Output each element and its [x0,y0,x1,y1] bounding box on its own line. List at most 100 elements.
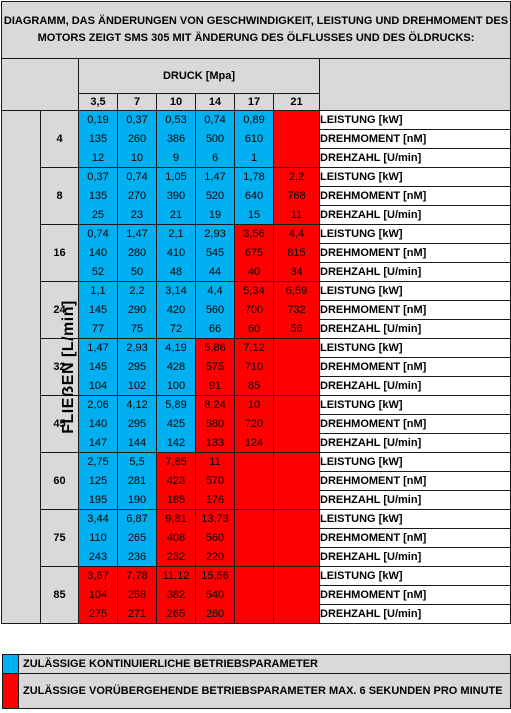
data-cell: 1,47 [117,224,157,244]
table-row: 135 260 386 500 610 DREHMOMENT [nM] [2,129,511,149]
data-cell: 145 [78,357,118,377]
legend-swatch [2,654,19,674]
data-cell: 9,81 [156,509,196,529]
data-cell: 56 [273,319,320,339]
data-cell: 75 [117,319,157,339]
data-cell [234,528,274,548]
data-cell: 428 [156,357,196,377]
data-cell: 6,87 [117,509,157,529]
data-cell: 2,06 [78,395,118,415]
data-cell [273,414,320,434]
data-cell: 0,74 [78,224,118,244]
data-cell: 295 [117,414,157,434]
data-cell: 91 [195,376,235,396]
data-cell: 236 [117,547,157,567]
data-cell: 52 [78,262,118,282]
table-row: 75 3,44 6,87 9,81 13,73 LEISTUNG [kW] [2,509,511,567]
metric-label: LEISTUNG [kW] [318,395,511,415]
data-cell: 145 [78,300,118,320]
data-cell: 270 [117,186,157,206]
data-cell: 720 [234,414,274,434]
table-row: 125 281 423 570 DREHMOMENT [nM] [2,471,511,491]
data-cell: 243 [78,547,118,567]
flow-value: 8 [40,167,79,225]
data-cell: 11 [195,452,235,472]
data-cell: 271 [117,604,157,624]
legend-swatch [2,673,19,709]
data-cell [273,110,320,130]
data-cell: 3,44 [78,509,118,529]
metric-label: DREHMOMENT [nM] [318,243,511,263]
data-cell: 560 [195,300,235,320]
data-cell: 0,74 [117,167,157,187]
data-cell: 140 [78,243,118,263]
table-title: DIAGRAMM, DAS ÄNDERUNGEN VON GESCHWINDIG… [0,1,511,59]
data-cell [273,376,320,396]
data-cell: 190 [117,490,157,510]
data-cell: 732 [273,300,320,320]
data-cell: 11 [273,205,320,225]
data-cell: 10 [234,395,274,415]
legend-row: ZULÄSSIGE VORÜBERGEHENDE BETRIEBSPARAMET… [2,673,511,709]
data-cell: 6,59 [273,281,320,301]
table-row: 77 75 72 66 60 56 DREHZAHL [U/min] [2,319,511,339]
data-cell [273,604,320,624]
data-cell: 1,78 [234,167,274,187]
pressure-value: 14 [195,93,235,111]
corner-cell [1,58,79,111]
data-cell: 34 [273,262,320,282]
pressure-value: 17 [234,93,274,111]
data-cell: 195 [78,490,118,510]
data-cell: 290 [117,300,157,320]
data-cell: 0,53 [156,110,196,130]
data-cell [273,148,320,168]
data-cell: 545 [195,243,235,263]
data-cell: 7,12 [234,338,274,358]
data-cell: 125 [78,471,118,491]
metric-label: LEISTUNG [kW] [318,566,511,586]
metric-label: DREHZAHL [U/min] [318,262,511,282]
data-cell [273,395,320,415]
data-cell: 232 [156,547,196,567]
table-row: 45 2,06 4,12 5,89 8,24 10 LEISTUNG [kW] [2,395,511,453]
flow-value: 24 [40,281,79,339]
data-cell [234,585,274,605]
table-row: 52 50 48 44 40 34 DREHZAHL [U/min] [2,262,511,282]
data-cell [273,585,320,605]
data-cell: 102 [117,376,157,396]
data-cell: 0,19 [78,110,118,130]
metric-label: DREHMOMENT [nM] [318,300,511,320]
metric-label: LEISTUNG [kW] [318,338,511,358]
data-cell: 390 [156,186,196,206]
data-cell: 5,34 [234,281,274,301]
data-cell: 281 [117,471,157,491]
data-cell [273,357,320,377]
metric-label: LEISTUNG [kW] [318,167,511,187]
data-cell: 185 [156,490,196,510]
table-row: 135 270 390 520 640 768 DREHMOMENT [nM] [2,186,511,206]
metric-label: DREHMOMENT [nM] [318,585,511,605]
table-row: 8 0,37 0,74 1,05 1,47 1,78 2,2 LEISTUNG [kW] [2,167,511,225]
data-cell: 15 [234,205,274,225]
data-cell: 7,78 [117,566,157,586]
data-cell [273,509,320,529]
metric-label: DREHMOMENT [nM] [318,186,511,206]
data-cell: 710 [234,357,274,377]
table-row: 16 0,74 1,47 2,1 2,93 3,56 4,4 LEISTUNG [kW] [2,224,511,282]
legend-row: ZULÄSSIGE KONTINUIERLICHE BETRIEBSPARAME… [2,654,511,674]
data-cell: 3,56 [234,224,274,244]
data-cell: 5,89 [156,395,196,415]
data-cell: 410 [156,243,196,263]
table-row: 275 271 265 260 DREHZAHL [U/min] [2,604,511,624]
table-row: 110 265 408 560 DREHMOMENT [nM] [2,528,511,548]
data-cell: 2,1 [156,224,196,244]
data-cell: 7,85 [156,452,196,472]
data-cell: 85 [234,376,274,396]
data-cell: 135 [78,129,118,149]
header-spacer [318,58,511,111]
table-row: 147 144 142 133 124 DREHZAHL [U/min] [2,433,511,453]
flow-value: 60 [40,452,79,510]
flow-value: 4 [40,110,79,168]
data-cell: 2,93 [195,224,235,244]
